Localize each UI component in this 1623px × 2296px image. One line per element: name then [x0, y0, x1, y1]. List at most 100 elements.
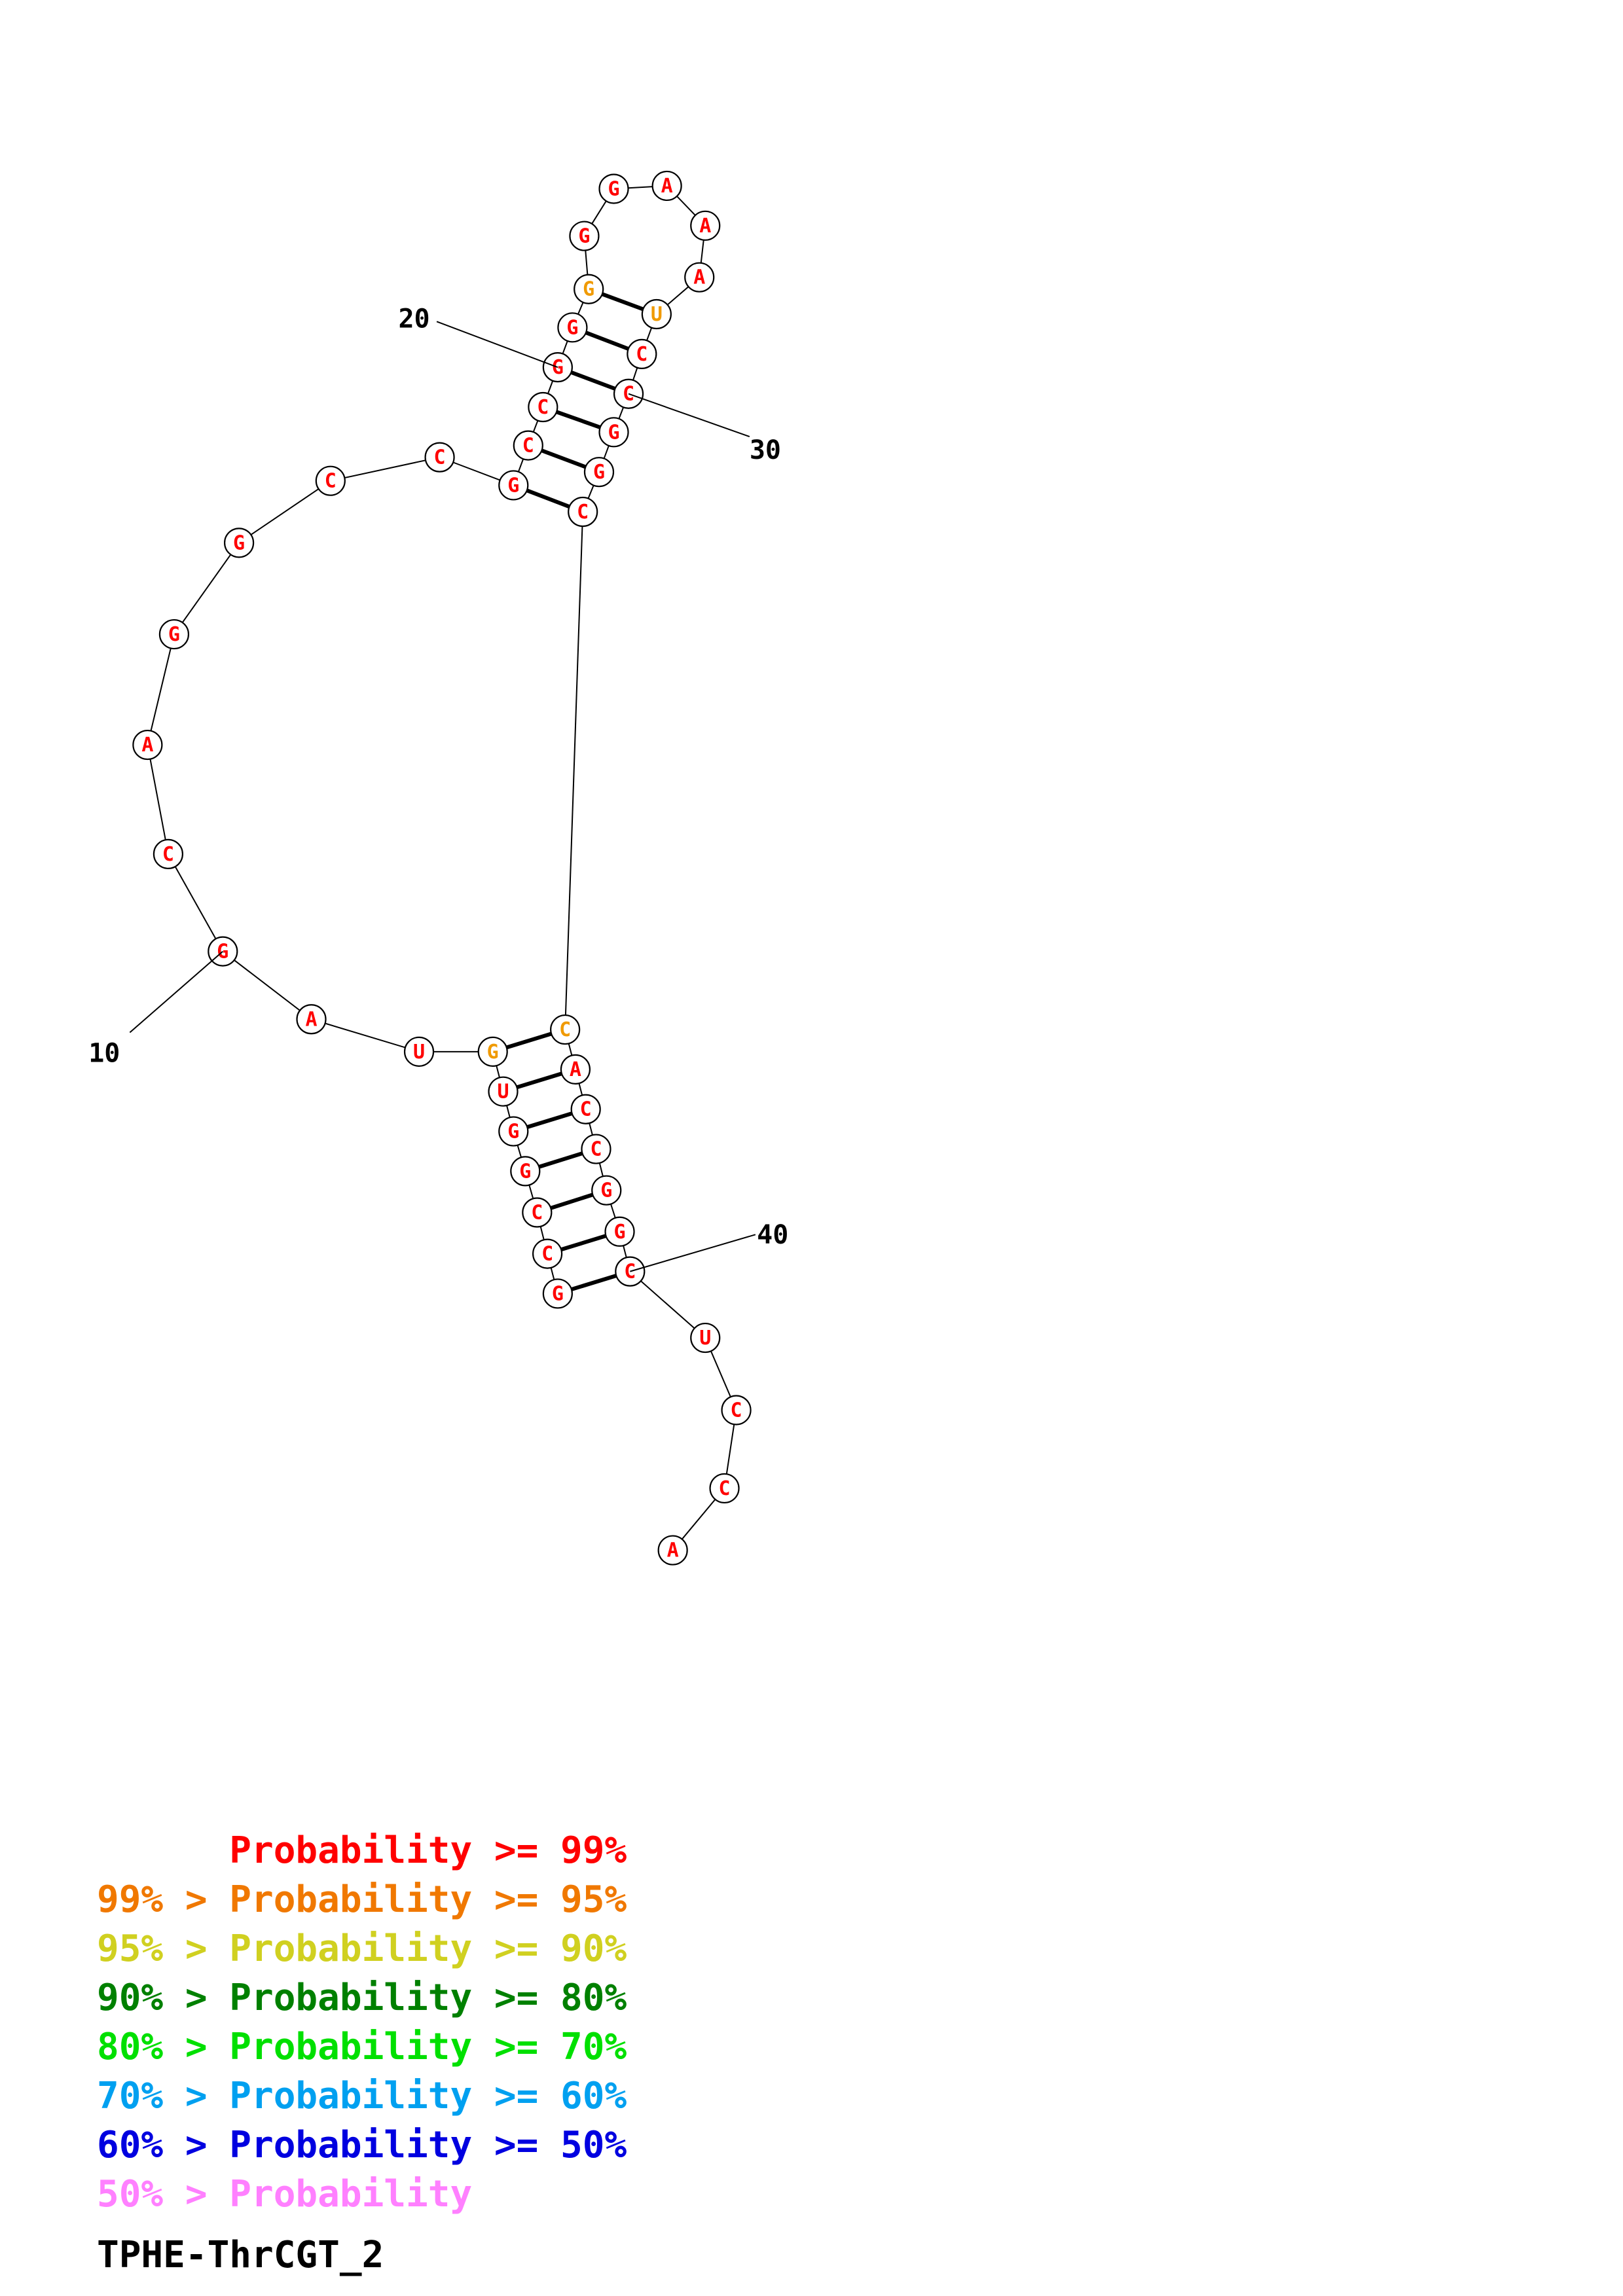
- nucleotide-circle: [604, 1216, 635, 1247]
- nucleotide-circle: [153, 838, 184, 869]
- nucleotide-base: A: [667, 1539, 679, 1562]
- nucleotide-21: G: [557, 312, 588, 343]
- nucleotide-base: G: [487, 1041, 499, 1064]
- nucleotide-circle: [684, 262, 715, 293]
- nucleotide-circle: [690, 1322, 721, 1354]
- nucleotide-base: C: [719, 1477, 731, 1500]
- nucleotide-circle: [550, 1014, 581, 1045]
- nucleotide-circle: [574, 274, 604, 304]
- nucleotide-25: A: [651, 170, 682, 202]
- nucleotide-base: A: [570, 1058, 581, 1081]
- nucleotide-17: G: [498, 470, 529, 501]
- backbone-segment: [238, 480, 331, 544]
- position-label: 20: [398, 304, 429, 334]
- nucleotide-base: G: [519, 1160, 531, 1183]
- nucleotide-circle: [581, 1134, 611, 1164]
- nucleotide-33: C: [568, 496, 598, 528]
- nucleotide-19: C: [528, 391, 558, 423]
- nucleotide-41: U: [690, 1322, 721, 1354]
- nucleotide-8: U: [403, 1036, 435, 1067]
- position-tick: [630, 1234, 756, 1272]
- nucleotide-circle: [315, 465, 346, 496]
- nucleotide-3: C: [522, 1197, 553, 1228]
- nucleotide-base: G: [578, 225, 590, 248]
- structure-title: TPHE-ThrCGT_2: [97, 2234, 384, 2276]
- nucleotide-circle: [158, 619, 190, 650]
- nucleotide-26: A: [690, 210, 721, 241]
- nucleotide-circle: [598, 173, 629, 204]
- nucleotide-circle: [690, 210, 721, 241]
- nucleotide-circle: [403, 1036, 435, 1067]
- nucleotide-base: G: [233, 531, 245, 554]
- nucleotide-base: G: [600, 1179, 612, 1202]
- nucleotide-base: G: [608, 421, 619, 444]
- nucleotide-circle: [627, 338, 657, 369]
- legend-row: 60% > Probability >= 50%: [97, 2124, 627, 2166]
- nucleotide-base: C: [541, 1243, 553, 1266]
- nucleotide-base: C: [580, 1098, 592, 1121]
- nucleotide-circle: [424, 442, 455, 473]
- nucleotide-circle: [591, 1175, 622, 1206]
- nucleotide-32: G: [583, 457, 615, 488]
- nucleotide-base: G: [552, 1282, 564, 1305]
- nucleotide-38: G: [591, 1175, 622, 1206]
- nucleotide-22: G: [574, 274, 604, 304]
- nucleotide-base: A: [141, 734, 153, 757]
- nucleotide-6: U: [488, 1076, 519, 1107]
- nucleotide-base: C: [522, 435, 534, 457]
- backbone-segment: [147, 634, 175, 745]
- nucleotide-14: G: [223, 528, 255, 558]
- position-tick: [628, 393, 750, 438]
- nucleotide-9: A: [296, 1004, 327, 1035]
- nucleotide-base: A: [661, 175, 673, 198]
- legend-row: 95% > Probability >= 90%: [97, 1928, 627, 1970]
- nucleotide-base: C: [624, 1261, 636, 1283]
- nucleotide-5: G: [498, 1116, 529, 1147]
- nucleotide-15: C: [315, 465, 346, 496]
- nucleotide-circle: [569, 221, 600, 251]
- backbone-segment: [147, 744, 169, 855]
- position-label: 40: [757, 1220, 788, 1250]
- nucleotide-base: C: [636, 343, 647, 366]
- nucleotide-base: A: [699, 215, 711, 238]
- nucleotide-base: C: [325, 470, 337, 493]
- nucleotide-11: C: [153, 838, 184, 869]
- nucleotide-circle: [522, 1197, 553, 1228]
- nucleotide-37: C: [581, 1134, 611, 1164]
- nucleotide-16: C: [424, 442, 455, 473]
- nucleotide-circle: [132, 729, 163, 761]
- nucleotide-base: A: [305, 1008, 317, 1031]
- nucleotide-base: G: [583, 278, 594, 301]
- nucleotide-circle: [721, 1395, 752, 1426]
- backbone-segment: [173, 542, 240, 635]
- nucleotide-12: A: [132, 729, 163, 761]
- nucleotide-base: C: [559, 1018, 571, 1041]
- nucleotide-36: C: [570, 1094, 601, 1124]
- legend-row: 90% > Probability >= 80%: [97, 1977, 627, 2019]
- position-tick: [436, 321, 558, 368]
- legend-row: Probability >= 99%: [97, 1829, 627, 1872]
- backbone-segment: [168, 853, 224, 952]
- nucleotide-42: C: [721, 1395, 752, 1426]
- nucleotide-circle: [651, 170, 682, 202]
- nucleotide-base: G: [507, 1121, 519, 1143]
- nucleotide-base: C: [434, 446, 446, 469]
- nucleotide-circle: [488, 1076, 519, 1107]
- nucleotide-circle: [709, 1473, 740, 1504]
- nucleotide-23: G: [569, 221, 600, 251]
- nucleotide-base: A: [693, 266, 705, 289]
- legend-row: 70% > Probability >= 60%: [97, 2075, 627, 2117]
- nucleotide-circle: [568, 496, 598, 528]
- nucleotide-2: C: [532, 1238, 563, 1269]
- nucleotide-circle: [542, 1278, 573, 1309]
- nucleotide-4: G: [510, 1156, 541, 1187]
- nucleotide-base: U: [497, 1081, 509, 1103]
- nucleotide-base: G: [608, 177, 619, 200]
- nucleotide-circle: [560, 1054, 591, 1085]
- nucleotide-43: C: [709, 1473, 740, 1504]
- nucleotide-circle: [513, 430, 543, 461]
- backbone-segment: [564, 511, 584, 1030]
- connection-lines: [147, 185, 737, 1551]
